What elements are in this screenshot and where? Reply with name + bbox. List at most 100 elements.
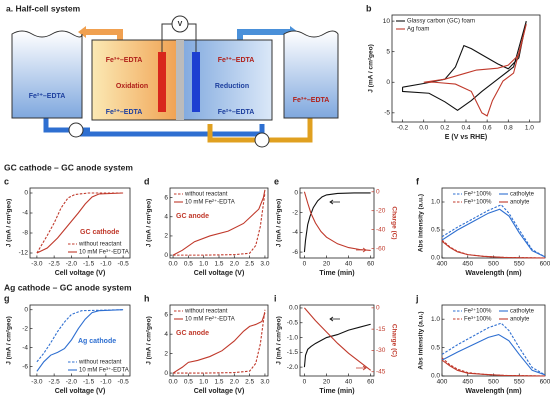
- y-tick-label: 0: [164, 252, 168, 259]
- panel-label: f: [416, 176, 420, 186]
- x-tick-label: -2.0: [66, 379, 78, 386]
- process-label: Oxidation: [116, 83, 148, 90]
- y-axis-label: J (mA / cm²geo): [276, 199, 283, 248]
- y-tick-label: -2: [292, 209, 298, 216]
- series-line: [303, 192, 371, 253]
- x-tick-label: 0: [303, 379, 307, 386]
- x-tick-label: 550: [514, 379, 525, 386]
- y-tick-label: -12: [19, 250, 29, 257]
- plot-frame: [299, 187, 375, 259]
- x-axis-label: Cell voltage (V): [194, 388, 245, 395]
- x-tick-label: 3.0: [260, 379, 269, 386]
- y-tick-label: -8: [22, 230, 28, 237]
- legend-label: Fe³⁺100%: [464, 316, 492, 323]
- y2-tick-label: -40: [376, 226, 386, 233]
- panel-label: b: [366, 3, 372, 13]
- tank-label: Fe³⁺–EDTA: [293, 97, 330, 104]
- y-tick-label: -4: [292, 229, 298, 236]
- x-tick-label: 1.0: [199, 379, 208, 386]
- pipe: [73, 124, 265, 137]
- x-tick-label: -0.5: [118, 379, 130, 386]
- left-tank: [11, 30, 83, 119]
- panel-label: g: [4, 293, 10, 303]
- x-tick-label: 0.6: [483, 125, 492, 132]
- y-tick-label: -1.0: [287, 334, 299, 341]
- panel-label: i: [274, 293, 277, 303]
- pipe: [43, 118, 90, 133]
- x-tick-label: 1.0: [199, 261, 208, 268]
- series-line: [36, 192, 124, 254]
- voltmeter: [171, 15, 189, 33]
- x-tick-label: 500: [488, 379, 499, 386]
- x-tick-label: 2.0: [230, 379, 239, 386]
- x-axis-label: Cell voltage (V): [55, 270, 106, 277]
- y2-axis-label: Charge (C): [390, 206, 397, 239]
- x-tick-label: 450: [462, 261, 473, 268]
- y-tick-label: 0: [24, 190, 28, 197]
- y-tick-label: -4: [22, 210, 28, 217]
- x-tick-label: 0.0: [169, 379, 178, 386]
- pipe: [237, 29, 290, 40]
- y-tick-label: -4: [22, 344, 28, 351]
- chamber-label: Fe²⁺–EDTA: [218, 109, 255, 116]
- y-axis-label: Abs intensity (a.u.): [418, 194, 425, 252]
- legend-label: without reactant: [78, 242, 122, 248]
- x-tick-label: 40: [345, 379, 353, 386]
- y-tick-label: -2.0: [287, 364, 299, 371]
- diagram: a. Half-cell system V Fe²⁺–EDTA Fe³⁺–EDT…: [6, 3, 339, 148]
- annotation: GC anode: [176, 213, 209, 220]
- legend-label: anolyte: [510, 200, 530, 206]
- panel-label: e: [274, 176, 279, 186]
- x-tick-label: 0.2: [440, 125, 449, 132]
- series-line: [303, 323, 371, 368]
- y-axis-label: J (mA / cm²geo): [146, 316, 153, 365]
- x-tick-label: 1.5: [214, 261, 223, 268]
- y-tick-label: 4: [164, 331, 168, 338]
- plot-frame: [299, 304, 375, 377]
- panel-label: h: [144, 293, 150, 303]
- legend-label: Ag foam: [407, 27, 429, 33]
- x-axis-label: Cell voltage (V): [194, 270, 245, 277]
- cathode: [192, 52, 200, 112]
- x-tick-label: 60: [367, 261, 375, 268]
- x-tick-label: 0.5: [184, 261, 193, 268]
- x-tick-label: -1.5: [83, 379, 95, 386]
- y-tick-label: 0.0: [289, 305, 298, 312]
- y-tick-label: -6: [292, 249, 298, 256]
- x-tick-label: 550: [514, 261, 525, 268]
- y-tick-label: 1.0: [431, 199, 440, 206]
- legend-label: catholyte: [510, 192, 535, 198]
- x-axis-label: Time (min): [319, 388, 354, 395]
- y-axis-label: J (mA / cm²geo): [146, 199, 153, 248]
- x-axis-label: Wavelength (nm): [465, 388, 521, 395]
- y2-tick-label: 0: [376, 189, 380, 196]
- series-line: [441, 333, 546, 376]
- x-axis-label: Time (min): [319, 270, 354, 277]
- y-tick-label: 0: [164, 370, 168, 377]
- y-tick-label: 0: [386, 79, 390, 86]
- section-title: Ag cathode – GC anode system: [4, 282, 132, 292]
- x-tick-label: 20: [323, 379, 331, 386]
- series-line: [441, 240, 546, 259]
- series-line: [441, 359, 546, 377]
- y-tick-label: -6: [22, 363, 28, 370]
- legend-label: 10 mM Fe³⁺-EDTA: [79, 249, 129, 256]
- y-tick-label: 6: [164, 311, 168, 318]
- series-line: [423, 24, 527, 117]
- axis-arrow: [329, 199, 340, 205]
- x-tick-label: 0.8: [504, 125, 513, 132]
- panel-label: d: [144, 176, 150, 186]
- y-tick-label: 0.0: [431, 373, 440, 380]
- series-line: [303, 191, 371, 251]
- y-axis-label: Abs intensity (a.u.): [418, 311, 425, 369]
- x-tick-label: -1.0: [100, 261, 112, 268]
- axis-arrow: [356, 365, 367, 371]
- chamber-label: Fe²⁺–EDTA: [106, 109, 143, 116]
- x-tick-label: 400: [437, 261, 448, 268]
- y-tick-label: 10: [383, 18, 391, 25]
- diagram-title: a. Half-cell system: [6, 3, 81, 13]
- y-tick-label: 1.0: [431, 316, 440, 323]
- legend-label: without reactant: [184, 192, 228, 198]
- x-tick-label: -3.0: [31, 261, 43, 268]
